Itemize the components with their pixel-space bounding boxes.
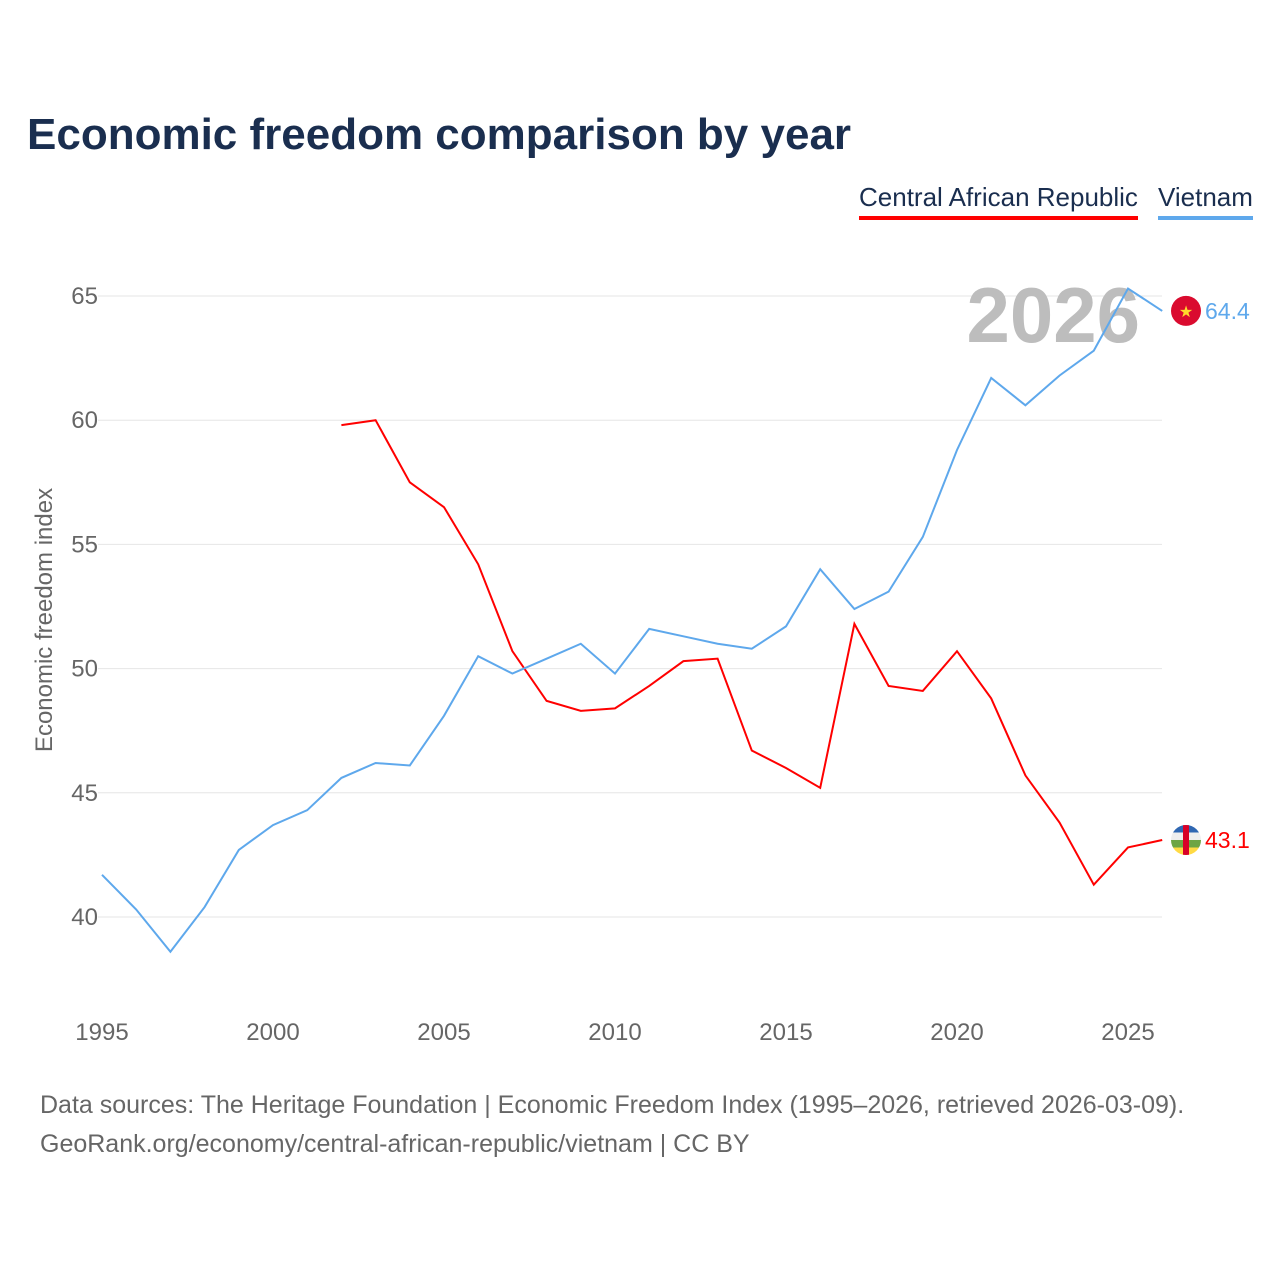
x-tick-label: 2025 <box>1101 1019 1154 1046</box>
data-source-note: Data sources: The Heritage Foundation | … <box>40 1091 1185 1119</box>
y-tick-label: 40 <box>71 904 98 931</box>
series-line-vietnam <box>101 287 1163 954</box>
x-tick-label: 2015 <box>759 1019 812 1046</box>
x-tick-label: 2020 <box>930 1019 983 1046</box>
x-tick-label: 2010 <box>588 1019 641 1046</box>
y-tick-label: 45 <box>71 780 98 807</box>
x-tick-label: 2005 <box>417 1019 470 1046</box>
x-tick-label: 1995 <box>75 1019 128 1046</box>
y-tick-label: 60 <box>71 407 98 434</box>
attribution-link[interactable]: GeoRank.org/economy/central-african-repu… <box>40 1130 750 1158</box>
y-tick-label: 50 <box>71 656 98 683</box>
y-axis-label: Economic freedom index <box>31 488 58 752</box>
end-value-label: 43.1 <box>1205 827 1250 853</box>
y-tick-label: 65 <box>71 283 98 310</box>
end-value-label: 64.4 <box>1205 298 1250 324</box>
year-watermark: 2026 <box>966 271 1140 359</box>
series-line-central-african-republic <box>341 419 1163 887</box>
legend-item-central-african-republic[interactable]: Central African Republic <box>859 182 1138 220</box>
chart-title: Economic freedom comparison by year <box>27 110 852 159</box>
x-tick-label: 2000 <box>246 1019 299 1046</box>
flag-stripe <box>1183 824 1189 855</box>
y-tick-label: 55 <box>71 531 98 558</box>
star-icon: ★ <box>1179 304 1193 321</box>
legend-item-vietnam[interactable]: Vietnam <box>1158 182 1253 220</box>
vietnam-flag-icon <box>1171 295 1201 326</box>
footer: Data sources: The Heritage Foundation | … <box>40 1086 1184 1164</box>
